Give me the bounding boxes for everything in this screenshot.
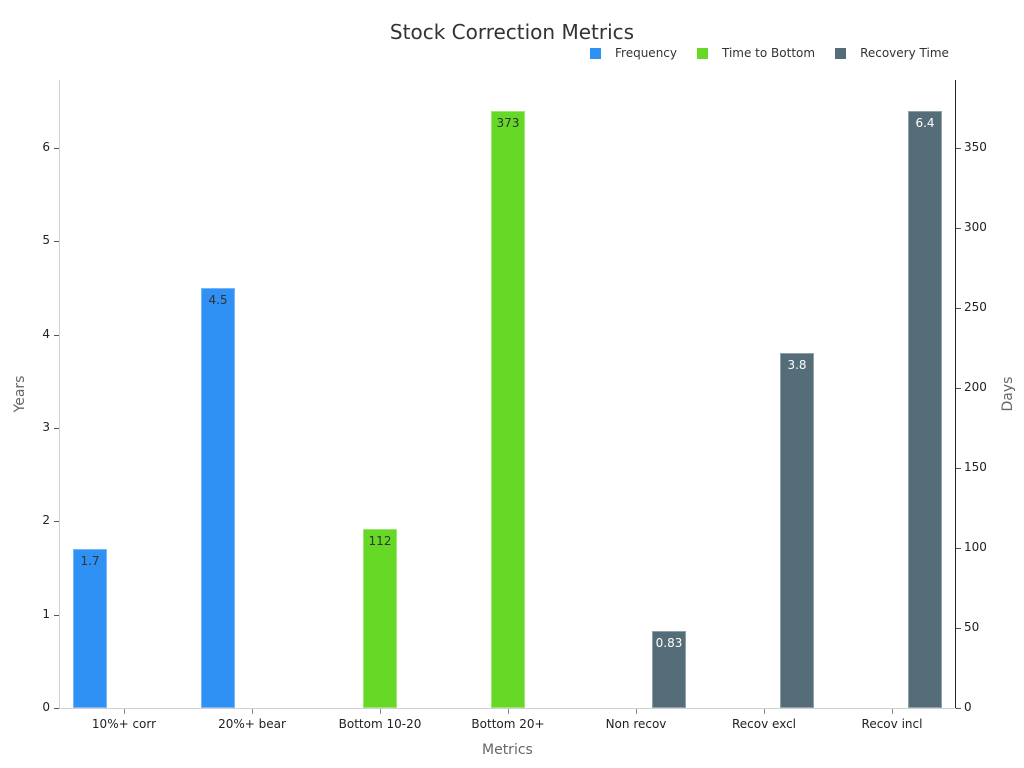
y-right-tick-label: 50 bbox=[964, 620, 980, 634]
legend-label-recovery-time: Recovery Time bbox=[860, 46, 949, 60]
x-tick-mark bbox=[124, 709, 125, 714]
y-left-tick-label: 2 bbox=[42, 513, 50, 528]
x-tick-mark bbox=[380, 709, 381, 714]
y-left-tick-label: 6 bbox=[42, 140, 50, 154]
y-right-tick-mark bbox=[956, 548, 961, 549]
legend-swatch-recovery-time bbox=[835, 47, 847, 59]
bar-value-label: 4.5 bbox=[208, 293, 228, 307]
y-right-tick-mark bbox=[956, 708, 961, 709]
bar-frequency[interactable]: 1.7 bbox=[73, 549, 107, 708]
x-tick-label: 10%+ corr bbox=[91, 717, 157, 731]
bar-time-to-bottom[interactable]: 112 bbox=[363, 528, 397, 708]
bar-frequency[interactable]: 4.5 bbox=[201, 288, 235, 708]
bar-value-label: 112 bbox=[368, 533, 392, 548]
y-right-tick-label: 0 bbox=[964, 700, 972, 714]
bar-value-label: 1.7 bbox=[80, 554, 100, 569]
legend-item-recovery-time[interactable]: Recovery Time bbox=[835, 46, 949, 60]
y-axis-right-title: Days bbox=[1000, 376, 1016, 412]
x-tick-label: 20%+ bear bbox=[218, 717, 286, 731]
y-right-tick-label: 350 bbox=[964, 140, 987, 154]
bar-time-to-bottom[interactable]: 373 bbox=[491, 111, 525, 708]
y-right-tick-label: 300 bbox=[964, 220, 987, 234]
y-right-tick-label: 200 bbox=[964, 380, 987, 394]
y-left-tick-mark bbox=[54, 708, 59, 709]
y-left-tick-label: 5 bbox=[42, 233, 50, 248]
legend-swatch-time-to-bottom bbox=[697, 47, 708, 59]
y-right-tick-mark bbox=[956, 468, 961, 469]
y-left-tick-mark bbox=[54, 614, 59, 616]
legend-swatch-frequency bbox=[590, 47, 601, 59]
y-right-tick-mark bbox=[956, 628, 961, 629]
bar-recovery-time[interactable]: 0.83 bbox=[652, 630, 686, 708]
y-axis-right-line bbox=[955, 80, 956, 708]
y-left-tick-mark bbox=[54, 334, 59, 336]
y-right-tick-mark bbox=[956, 388, 961, 389]
x-tick-label: Bottom 20+ bbox=[471, 717, 545, 731]
x-tick-mark bbox=[252, 709, 253, 714]
x-tick-mark bbox=[892, 709, 893, 714]
bar-recovery-time[interactable]: 3.8 bbox=[780, 353, 814, 708]
x-axis-line bbox=[59, 708, 956, 709]
legend-item-frequency[interactable]: Frequency bbox=[590, 46, 677, 60]
x-tick-label: Recov excl bbox=[731, 717, 797, 731]
x-tick-mark bbox=[636, 709, 637, 714]
bar-value-label: 6.4 bbox=[915, 115, 935, 130]
x-tick-label: Bottom 10-20 bbox=[338, 717, 422, 731]
y-left-tick-mark bbox=[54, 148, 59, 149]
y-right-tick-mark bbox=[956, 308, 961, 309]
bar-value-label: 3.8 bbox=[787, 358, 807, 373]
legend-label-frequency: Frequency bbox=[615, 46, 677, 60]
bar-recovery-time[interactable]: 6.4 bbox=[908, 110, 942, 708]
bar-value-label: 0.83 bbox=[655, 635, 683, 650]
y-axis-left-line bbox=[59, 80, 60, 708]
legend-item-time-to-bottom[interactable]: Time to Bottom bbox=[697, 46, 815, 60]
bar-value-label: 373 bbox=[496, 116, 520, 131]
x-tick-label: Recov incl bbox=[861, 717, 923, 731]
x-axis-title: Metrics bbox=[482, 742, 533, 758]
y-left-tick-mark bbox=[54, 428, 59, 429]
x-tick-mark bbox=[508, 709, 509, 714]
y-right-tick-label: 250 bbox=[964, 300, 987, 314]
x-tick-mark bbox=[764, 709, 765, 714]
y-left-tick-mark bbox=[54, 241, 59, 243]
y-left-tick-label: 0 bbox=[42, 700, 50, 714]
y-left-tick-mark bbox=[54, 521, 59, 523]
chart-title-text: Stock Correction Metrics bbox=[389, 20, 635, 44]
legend-label-time-to-bottom: Time to Bottom bbox=[722, 46, 816, 60]
y-right-tick-label: 100 bbox=[964, 540, 987, 554]
y-left-tick-label: 3 bbox=[42, 420, 50, 434]
y-left-tick-label: 4 bbox=[42, 326, 50, 341]
chart-title: Stock Correction Metrics bbox=[0, 20, 1024, 44]
legend: Frequency Time to Bottom Recovery Time bbox=[590, 46, 969, 60]
x-tick-label: Non recov bbox=[605, 717, 667, 731]
y-right-tick-mark bbox=[956, 148, 961, 149]
y-axis-left-title: Years bbox=[12, 375, 28, 413]
y-right-tick-label: 150 bbox=[964, 460, 987, 474]
y-right-tick-mark bbox=[956, 228, 961, 229]
y-left-tick-label: 1 bbox=[42, 606, 50, 621]
